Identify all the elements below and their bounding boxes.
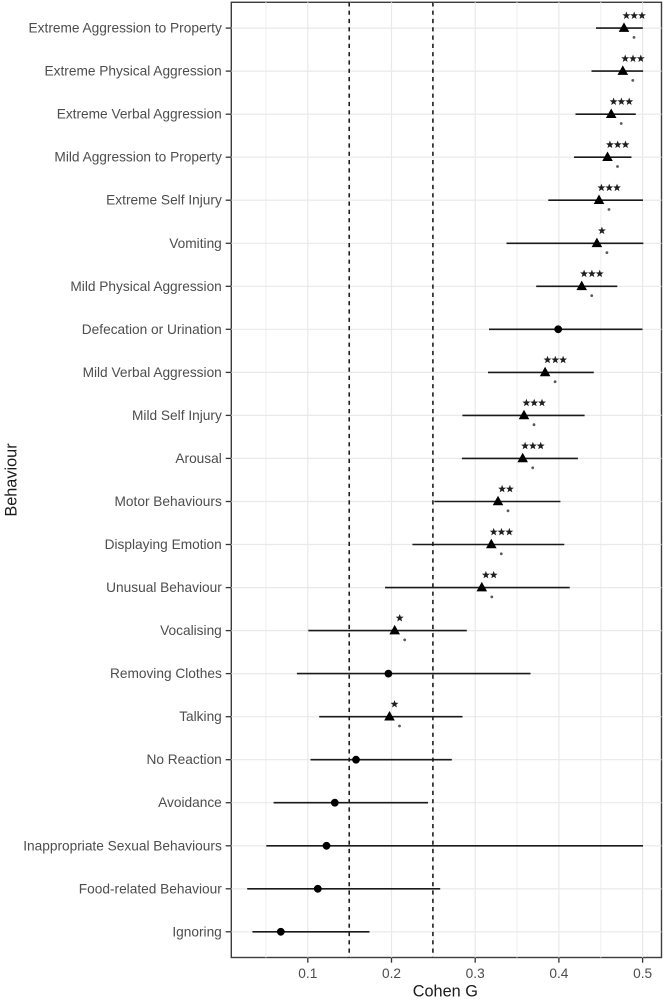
svg-text:Extreme Aggression to Property: Extreme Aggression to Property (29, 21, 222, 36)
svg-text:Food-related Behaviour: Food-related Behaviour (79, 881, 222, 896)
svg-text:Extreme Physical Aggression: Extreme Physical Aggression (45, 64, 222, 79)
svg-text:Arousal: Arousal (175, 451, 221, 466)
svg-text:Extreme Self Injury: Extreme Self Injury (106, 193, 222, 208)
svg-text:Mild Aggression to Property: Mild Aggression to Property (54, 150, 222, 165)
svg-text:Unusual Behaviour: Unusual Behaviour (106, 580, 222, 595)
svg-text:Avoidance: Avoidance (158, 795, 222, 810)
svg-text:Mild Physical Aggression: Mild Physical Aggression (70, 279, 221, 294)
svg-text:Cohen G: Cohen G (413, 983, 478, 1000)
svg-text:0.2: 0.2 (382, 966, 401, 981)
svg-text:Inappropriate Sexual Behaviour: Inappropriate Sexual Behaviours (23, 838, 222, 853)
svg-text:Mild Self Injury: Mild Self Injury (132, 408, 222, 423)
svg-text:0.3: 0.3 (466, 966, 485, 981)
svg-text:No Reaction: No Reaction (146, 752, 221, 767)
svg-text:Behaviour: Behaviour (2, 443, 20, 517)
svg-text:0.1: 0.1 (298, 966, 317, 981)
svg-text:Ignoring: Ignoring (172, 924, 221, 939)
svg-text:Mild Verbal Aggression: Mild Verbal Aggression (83, 365, 222, 380)
svg-text:Motor Behaviours: Motor Behaviours (115, 494, 222, 509)
svg-text:0.4: 0.4 (549, 966, 568, 981)
svg-text:Removing Clothes: Removing Clothes (110, 666, 222, 681)
svg-text:0.5: 0.5 (633, 966, 652, 981)
svg-text:Extreme Verbal Aggression: Extreme Verbal Aggression (57, 107, 222, 122)
svg-text:Displaying Emotion: Displaying Emotion (105, 537, 222, 552)
svg-text:Vocalising: Vocalising (160, 623, 222, 638)
svg-text:Vomiting: Vomiting (169, 236, 222, 251)
svg-text:Talking: Talking (179, 709, 222, 724)
svg-text:Defecation or Urination: Defecation or Urination (82, 322, 222, 337)
